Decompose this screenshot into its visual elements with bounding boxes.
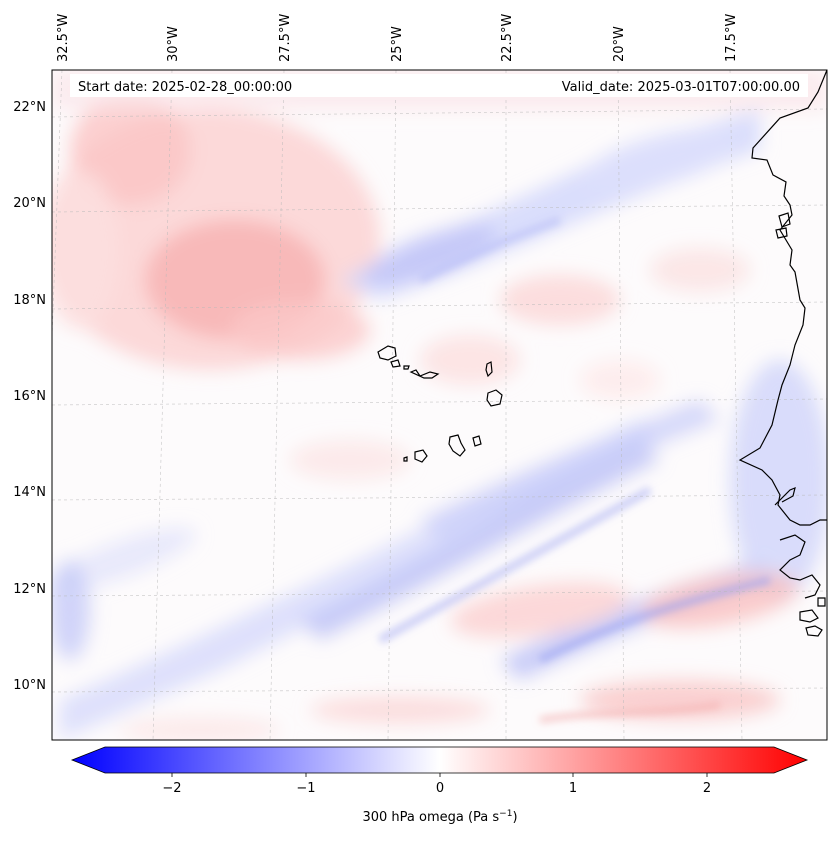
longitude-labels: 32.5°W 30°W 27.5°W 25°W 22.5°W 20°W 17.5…	[56, 14, 739, 62]
lat-label-10n: 10°N	[13, 678, 46, 693]
colorbar-tick-1: 1	[569, 781, 577, 796]
island-fogo	[414, 449, 428, 463]
graticule	[52, 70, 827, 740]
island-maio	[472, 435, 482, 447]
island-sao-nicolau	[409, 369, 440, 379]
colorbar-label-main: 300 hPa omega (Pa s	[362, 810, 499, 825]
lat-label-18n: 18°N	[13, 293, 46, 308]
start-date-label: Start date: 2025-02-28_00:00:00	[78, 80, 292, 95]
lat-label-20n: 20°N	[13, 196, 46, 211]
island-santo-antao	[377, 345, 397, 361]
lat-label-12n: 12°N	[13, 582, 46, 597]
lon-label-32-5w: 32.5°W	[56, 14, 71, 62]
colorbar-tick-0: 0	[436, 781, 444, 796]
lon-label-22-5w: 22.5°W	[500, 14, 515, 62]
island-boa-vista	[486, 389, 503, 407]
africa-coastline	[738, 70, 827, 526]
colorbar: −2 −1 0 1 2 300 hPa omega (Pa s−1)	[70, 746, 809, 825]
island-sao-vicente	[390, 359, 401, 368]
omega-field	[52, 70, 827, 740]
coastlines	[738, 70, 827, 637]
island-santa-luzia	[403, 365, 410, 370]
lat-label-16n: 16°N	[13, 389, 46, 404]
lon-label-17-5w: 17.5°W	[724, 14, 739, 62]
lat-label-14n: 14°N	[13, 485, 46, 500]
map-frame	[51, 69, 828, 741]
lon-label-27-5w: 27.5°W	[278, 14, 293, 62]
latitude-labels: 22°N 20°N 18°N 16°N 14°N 12°N 10°N	[13, 100, 46, 693]
date-label-box	[70, 74, 808, 97]
island-brava	[403, 456, 408, 462]
island-sal	[485, 361, 493, 378]
colorbar-tick-minus2: −2	[162, 781, 181, 796]
island-santiago	[448, 434, 466, 457]
lon-label-20w: 20°W	[612, 26, 627, 62]
colorbar-tick-minus1: −1	[296, 781, 315, 796]
valid-date-label: Valid_date: 2025-03-01T07:00:00.00	[562, 80, 800, 95]
colorbar-bar	[70, 746, 809, 774]
colorbar-tick-2: 2	[703, 781, 711, 796]
colorbar-label-exponent: −1	[499, 809, 512, 819]
lon-label-25w: 25°W	[390, 26, 405, 62]
lon-label-30w: 30°W	[166, 26, 181, 62]
colorbar-label-end: )	[512, 810, 517, 825]
islands	[377, 345, 503, 463]
colorbar-label: 300 hPa omega (Pa s−1)	[362, 809, 517, 825]
lat-label-22n: 22°N	[13, 100, 46, 115]
